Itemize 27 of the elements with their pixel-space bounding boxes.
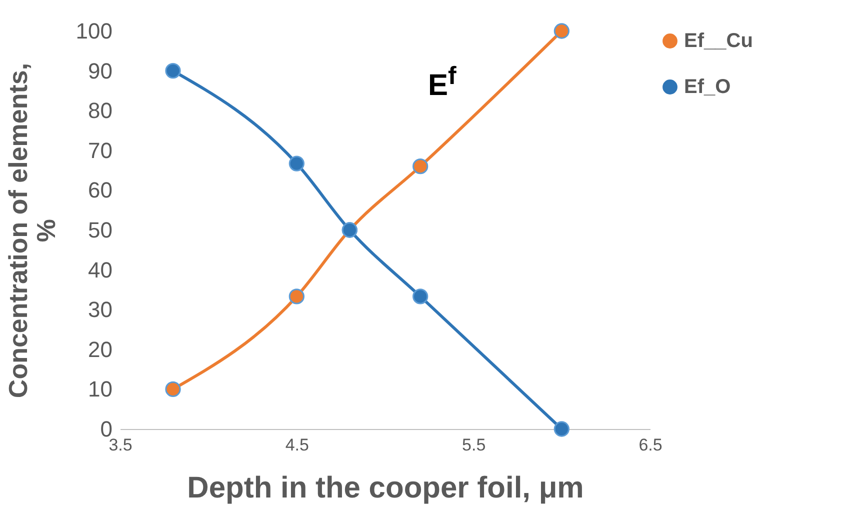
y-tick-label: 100 (76, 18, 112, 44)
legend-label: Ef_O (684, 76, 731, 98)
point (554, 23, 570, 39)
y-tick-label: 90 (88, 58, 112, 84)
y-tick-label: 40 (88, 257, 112, 282)
y-tick-label: 70 (88, 138, 112, 163)
point (412, 288, 428, 304)
text: E$^{f}$ (428, 62, 456, 103)
y-tick-label: 80 (88, 98, 112, 124)
point (288, 288, 304, 304)
point (165, 381, 181, 398)
y-tick-label: 20 (88, 336, 112, 362)
x-tick-label: 3.5 (108, 436, 132, 454)
y-tick-label: 10 (88, 376, 112, 402)
point (288, 156, 304, 172)
y-tick-label: 30 (88, 297, 112, 322)
x-tick-label: 4.5 (285, 436, 309, 454)
y-axis-title: Concentration of elements, % (2, 62, 61, 398)
x-tick-label: 5.5 (462, 436, 486, 454)
legend-label: Ef__Cu (684, 30, 753, 52)
y-tick-label: 60 (88, 178, 112, 203)
x-axis-title: Depth in the cooper foil, μm (187, 472, 584, 504)
y-tick-label: 50 (88, 218, 112, 242)
point (554, 421, 570, 437)
point (165, 62, 181, 79)
x-tick-label: 6.5 (638, 436, 662, 454)
point (412, 158, 428, 174)
